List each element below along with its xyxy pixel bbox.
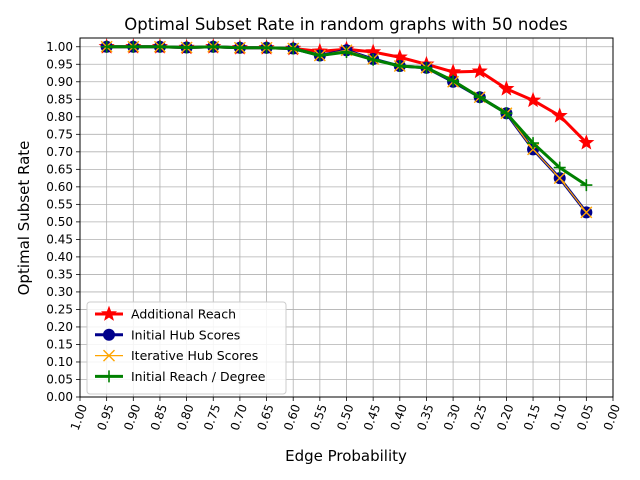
y-tick-label: 1.00 (46, 40, 73, 54)
x-tick-label: 0.60 (281, 402, 303, 432)
x-tick-label: 0.55 (308, 402, 330, 432)
data-point (207, 40, 220, 53)
data-point (527, 137, 540, 150)
data-point (127, 40, 140, 53)
y-tick-label: 0.60 (46, 180, 73, 194)
y-tick-label: 0.85 (46, 92, 73, 106)
y-tick-label: 0.65 (46, 162, 73, 176)
data-point (578, 134, 595, 150)
legend-entry: Initial Hub Scores (95, 327, 240, 342)
y-tick-label: 0.35 (46, 267, 73, 281)
x-tick-label: 0.95 (94, 402, 116, 432)
y-tick-label: 0.90 (46, 75, 73, 89)
y-tick-label: 0.25 (46, 302, 73, 316)
legend-entry: Iterative Hub Scores (95, 348, 258, 363)
legend-entry: Additional Reach (95, 305, 236, 322)
x-tick-label: 0.30 (441, 402, 463, 432)
data-point (153, 40, 166, 53)
legend-label: Initial Hub Scores (131, 327, 240, 342)
y-tick-label: 0.00 (46, 390, 73, 404)
legend-box (86, 301, 287, 395)
data-point (553, 161, 566, 174)
y-tick-label: 0.15 (46, 337, 73, 351)
data-point (498, 80, 515, 96)
y-tick-label: 0.75 (46, 127, 73, 141)
x-tick-label: 0.10 (548, 402, 570, 432)
series-4 (100, 40, 593, 192)
data-point (260, 41, 273, 54)
legend-label: Initial Reach / Degree (131, 369, 266, 384)
legend-label: Additional Reach (131, 307, 236, 322)
chart-title: Optimal Subset Rate in random graphs wit… (124, 15, 567, 34)
x-tick-label: 0.25 (468, 402, 490, 432)
x-tick-label: 0.90 (121, 402, 143, 432)
data-point (420, 61, 433, 74)
x-tick-label: 0.85 (148, 402, 170, 432)
y-tick-label: 0.80 (46, 110, 73, 124)
legend-label: Iterative Hub Scores (131, 348, 258, 363)
x-tick-label: 0.40 (388, 402, 410, 432)
legend-marker (103, 370, 115, 383)
y-tick-label: 0.45 (46, 232, 73, 246)
legend-marker (100, 305, 118, 321)
x-tick-label: 0.35 (414, 402, 436, 432)
legend-marker (103, 328, 115, 341)
data-point (447, 74, 460, 87)
series-layer (98, 38, 595, 219)
data-point (553, 172, 566, 185)
data-point (233, 41, 246, 54)
x-tick-label: 0.65 (254, 402, 276, 432)
x-tick-label: 0.45 (361, 402, 383, 432)
data-point (313, 49, 326, 62)
data-point (180, 41, 193, 54)
y-tick-label: 0.05 (46, 372, 73, 386)
data-point (367, 53, 380, 66)
y-tick-label: 0.95 (46, 57, 73, 71)
y-tick-label: 0.30 (46, 285, 73, 299)
x-tick-label: 0.00 (601, 402, 623, 432)
y-tick-label: 0.55 (46, 197, 73, 211)
x-axis-title: Edge Probability (285, 447, 407, 465)
legend-entry: Initial Reach / Degree (95, 369, 266, 384)
x-tick-label: 0.05 (574, 402, 596, 432)
data-point (473, 91, 486, 104)
data-point (100, 40, 113, 53)
legend: Additional Reach Initial Hub Scores Iterat… (86, 301, 287, 395)
data-point (471, 62, 488, 79)
x-tick-label: 0.50 (334, 402, 356, 432)
x-tick-label: 1.00 (68, 402, 90, 432)
data-point (525, 91, 542, 108)
x-tick-label: 0.20 (494, 402, 516, 432)
grid (79, 38, 614, 398)
y-tick-label: 0.70 (46, 145, 73, 159)
y-tick-label: 0.40 (46, 250, 73, 264)
y-tick-label: 0.10 (46, 355, 73, 369)
data-point (393, 60, 406, 73)
x-tick-label: 0.75 (201, 402, 223, 432)
x-tick-label: 0.80 (174, 402, 196, 432)
y-tick-label: 0.50 (46, 215, 73, 229)
data-point (340, 46, 353, 59)
data-point (287, 42, 300, 55)
data-point (500, 107, 513, 120)
data-point (551, 107, 568, 123)
x-tick-label: 0.15 (521, 402, 543, 432)
legend-marker (103, 349, 115, 362)
data-point (580, 179, 593, 192)
y-tick-label: 0.20 (46, 320, 73, 334)
data-point (580, 206, 593, 219)
y-axis-title: Optimal Subset Rate (15, 141, 33, 296)
x-tick-label: 0.70 (228, 402, 250, 432)
